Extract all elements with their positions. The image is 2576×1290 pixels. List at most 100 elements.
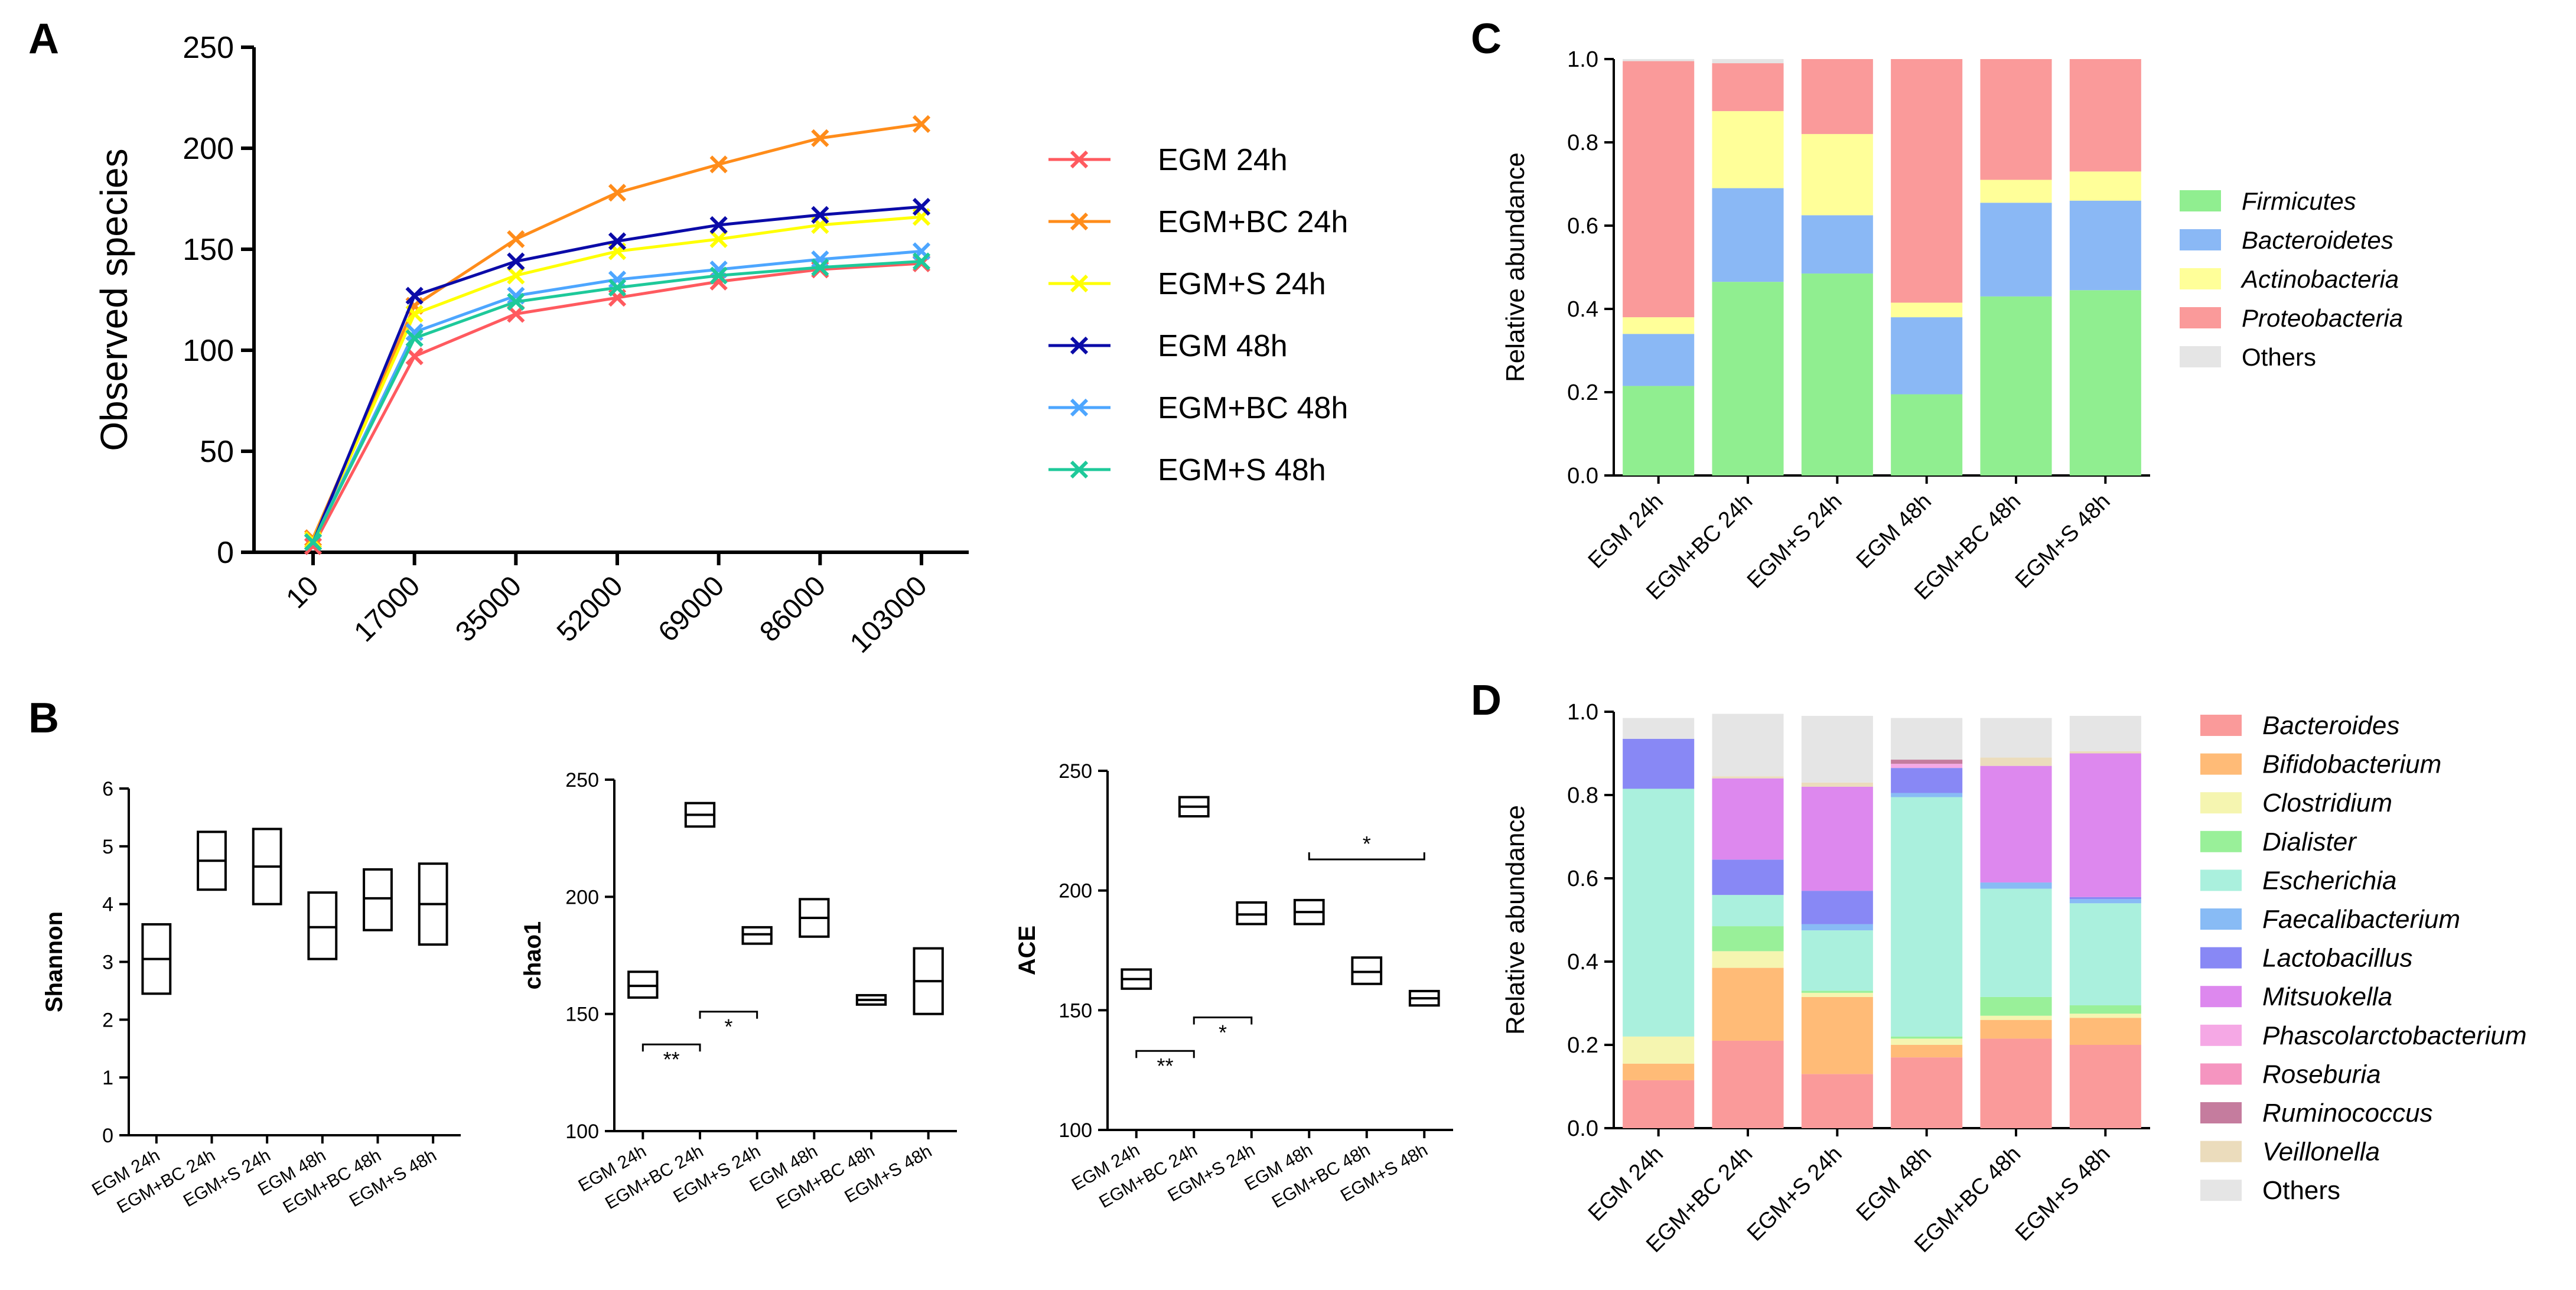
panel-d-legend-swatch	[2200, 1180, 2242, 1201]
data-point-marker	[507, 230, 525, 249]
panel-label-c: C	[1471, 15, 1502, 63]
panel-d-bar-segment-veillonella	[2069, 751, 2141, 754]
panel-b3-y-tick-label: 250	[1059, 760, 1092, 783]
panel-b3-box	[1351, 956, 1383, 985]
data-point-marker	[912, 115, 931, 133]
panel-label-b: B	[28, 695, 59, 742]
panel-b3-significance-label: *	[1363, 832, 1371, 856]
panel-d-legend-label: Mitsuokella	[2262, 982, 2392, 1011]
panel-d-y-tick-label: 1.0	[1567, 700, 1598, 725]
panel-d-bar-segment-clostridium	[1712, 951, 1784, 968]
panel-d-bar-segment-bacteroides	[1623, 1080, 1695, 1128]
panel-c-bar-segment-bacteroidetes	[1980, 203, 2052, 297]
legend-entry-label: EGM+S 24h	[1158, 267, 1326, 301]
panel-c-bar-segment-firmicutes	[1801, 273, 1873, 475]
panel-b1-y-tick-label: 2	[102, 1009, 113, 1031]
panel-b2-significance-label: *	[724, 1015, 732, 1039]
panel-d-x-tick-label: EGM 24h	[1584, 1142, 1668, 1226]
panel-c-legend-label: Firmicutes	[2242, 187, 2356, 215]
panel-c-bar-segment-proteobacteria	[1891, 59, 1963, 303]
panel-label-d: D	[1471, 677, 1502, 724]
panel-b1-box	[307, 891, 338, 960]
panel-d-bar-segment-dialister	[1712, 926, 1784, 952]
panel-b3-y-tick-label: 200	[1059, 880, 1092, 903]
panel-c-y-tick-label: 0.8	[1567, 131, 1598, 155]
data-point-marker	[507, 292, 525, 311]
panel-d-bar-segment-escherichia	[2069, 903, 2141, 1006]
panel-b2-y-tick-label: 250	[565, 769, 599, 791]
panel-d-bar-segment-mitsuokella	[1980, 765, 2052, 883]
legend-swatch-marker	[1070, 398, 1089, 417]
panel-d-legend-swatch	[2200, 753, 2242, 775]
panel-a-legend: EGM 24h EGM+BC 24h EGM+S 24h EGM 48h EGM+BC …	[1048, 143, 1348, 487]
panel-d-bar-segment-ruminococcus	[1891, 760, 1963, 764]
panel-c-bar-segment-actinobacteria	[1980, 180, 2052, 203]
panel-d-bar-segment-veillonella	[1712, 776, 1784, 778]
panel-c-legend-label: Actinobacteria	[2240, 265, 2399, 293]
data-point-marker	[608, 184, 627, 202]
panel-d-legend-label: Others	[2262, 1176, 2340, 1205]
panel-d-bar-segment-lactobacillus	[1891, 768, 1963, 793]
panel-d-bar-segment-clostridium	[1623, 1036, 1695, 1064]
panel-d-y-tick-label: 0.8	[1567, 783, 1598, 808]
data-point-marker	[709, 266, 728, 285]
panel-c-bar-segment-others	[1623, 59, 1695, 61]
panel-a-y-tick-label: 0	[217, 536, 234, 570]
panel-d-bar-segment-clostridium	[2069, 1014, 2141, 1018]
panel-b1-y-tick-label: 5	[102, 836, 113, 858]
panel-label-a: A	[28, 15, 59, 63]
legend-entry-label: EGM 24h	[1158, 143, 1288, 177]
data-point-marker	[811, 258, 829, 276]
panel-d-bar-segment-others	[1891, 718, 1963, 760]
panel-d-legend-label: Phascolarctobacterium	[2262, 1021, 2527, 1050]
panel-d-bar-segment-bifidobacterium	[1891, 1045, 1963, 1058]
panel-b1-y-tick-label: 6	[102, 778, 113, 800]
panel-d-bar-segment-faecalibacterium	[1801, 924, 1873, 931]
panel-d-y-tick-label: 0.4	[1567, 950, 1598, 975]
series-line-egm-bc-48h	[311, 249, 922, 543]
panel-d-bar-segment-clostridium	[1980, 1015, 2052, 1020]
data-point-marker	[507, 266, 525, 285]
panel-a-y-axis-title: Observed species	[93, 148, 135, 451]
panel-c-bar-segment-firmicutes	[2069, 290, 2141, 475]
data-point-marker	[709, 230, 728, 249]
panel-c-bar-segment-proteobacteria	[1980, 59, 2052, 180]
panel-c-legend-label: Bacteroidetes	[2242, 226, 2393, 254]
panel-d-bar-segment-others	[1980, 718, 2052, 758]
panel-b3-box	[1236, 901, 1268, 926]
panel-d-legend-label: Lactobacillus	[2262, 944, 2412, 973]
panel-d-bar-segment-bifidobacterium	[1712, 968, 1784, 1041]
panel-c-bar-segment-bacteroidetes	[1801, 215, 1873, 274]
panel-a-x-tick-label: 35000	[450, 570, 527, 648]
panel-d-legend-label: Ruminococcus	[2262, 1099, 2433, 1128]
data-point-marker	[811, 206, 829, 224]
data-point-marker	[811, 129, 829, 148]
panel-d-bar-segment-bacteroides	[2069, 1045, 2141, 1128]
panel-d-legend-label: Clostridium	[2262, 789, 2392, 817]
panel-d-bar-segment-dialister	[1891, 1036, 1963, 1039]
data-point-marker	[912, 198, 931, 216]
panel-a-y-tick-label: 100	[183, 334, 234, 368]
panel-d-legend-label: Roseburia	[2262, 1060, 2381, 1089]
panel-c-legend-swatch	[2180, 229, 2221, 250]
panel-d-y-tick-label: 0.0	[1567, 1116, 1598, 1141]
data-point-marker	[709, 155, 728, 174]
panel-b2-significance-bracket	[699, 1011, 758, 1019]
panel-d-legend-label: Veillonella	[2262, 1138, 2380, 1167]
panel-d-bar-segment-faecalibacterium	[1980, 882, 2052, 889]
panel-c-bar-segment-bacteroidetes	[2069, 200, 2141, 291]
data-point-marker	[405, 329, 424, 347]
legend-entry-label: EGM+BC 24h	[1158, 205, 1348, 239]
panel-c-bar-segment-bacteroidetes	[1712, 188, 1784, 282]
panel-c-bar-segment-actinobacteria	[1623, 317, 1695, 334]
panel-a-y-tick-label: 200	[183, 132, 234, 166]
panel-d-y-tick-label: 0.6	[1567, 866, 1598, 891]
data-point-marker	[608, 278, 627, 297]
panel-b3-y-tick-label: 100	[1059, 1119, 1092, 1142]
panel-c-bar-segment-firmicutes	[1712, 282, 1784, 475]
legend-entry-label: EGM+BC 48h	[1158, 391, 1348, 425]
panel-b1-y-tick-label: 1	[102, 1067, 113, 1089]
panel-d-legend-swatch	[2200, 1141, 2242, 1162]
panel-c-y-axis-title: Relative abundance	[1501, 152, 1530, 382]
